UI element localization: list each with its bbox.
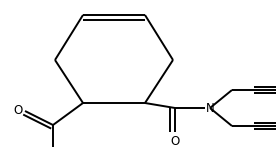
Text: O: O [14, 105, 23, 117]
Text: HO: HO [44, 149, 62, 150]
Text: N: N [206, 102, 215, 114]
Text: O: O [170, 135, 180, 148]
